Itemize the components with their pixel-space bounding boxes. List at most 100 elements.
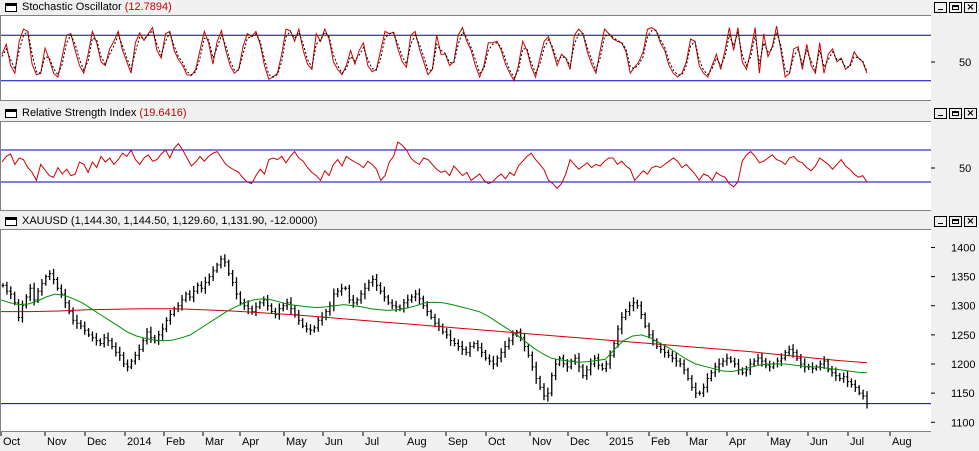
maximize-button[interactable] [949,2,962,13]
price-bar [114,342,118,357]
price-bar [52,268,56,285]
rsi-title: Relative Strength Index (19.6416) [22,107,187,119]
price-bar [320,312,324,326]
price-bar [838,372,842,382]
maximize-button[interactable] [949,108,962,119]
time-axis-svg: Oct Nov Dec 2014 Feb Mar Apr May Jun Jul Aug Sep Oct… [0,432,912,448]
price-bar [705,373,709,393]
price-bar [643,312,647,329]
rsi-value: (19.6416) [139,107,187,119]
price-y-tick-label: 1100 [951,417,975,429]
time-tick-label: Aug [407,436,427,448]
time-tick-label: 2015 [609,436,633,448]
maximize-button[interactable] [949,216,962,227]
time-tick-label: Nov [532,436,552,448]
price-bar [433,313,437,327]
time-tick-label: May [286,436,307,448]
price-bar [137,344,141,361]
price-bar [83,321,87,335]
price-bar [670,351,674,363]
time-tick-label: May [770,436,791,448]
price-fast-ma-line [0,293,868,374]
price-bar [756,353,760,366]
price-bar [297,309,301,325]
stochastic-titlebar: Stochastic Oscillator (12.7894) × [0,0,979,15]
price-bar [1,283,5,288]
price-bar [417,288,421,305]
price-bar [818,360,822,371]
price-bar [363,283,367,300]
price-bar [17,298,21,322]
price-title: XAUUSD (1,144.30, 1,144.50, 1,129.60, 1,… [22,215,317,227]
price-bar [663,344,667,358]
price-bar [865,391,869,409]
price-slow-ma-line [1,308,868,364]
rsi-plot-area[interactable] [0,121,932,211]
price-bar [694,382,698,399]
price-bar [180,295,184,311]
price-bar [414,289,418,302]
close-button[interactable]: × [964,108,977,119]
minimize-button[interactable] [934,108,947,119]
price-y-tick-label: 1400 [951,242,975,254]
price-bar [698,390,702,396]
price-bar [145,328,149,345]
price-bar [585,365,589,380]
price-bar [355,297,359,306]
price-bar [464,346,468,356]
price-bar [44,274,48,286]
price-bar [28,284,32,302]
time-tick-label: Oct [488,436,505,448]
price-bar [480,342,484,358]
price-bar [624,308,628,321]
minimize-button[interactable] [934,2,947,13]
price-bar [449,329,453,346]
price-bar [573,354,577,365]
price-bar [561,354,565,368]
price-bar [110,337,114,350]
time-tick-label: Apr [242,436,259,448]
stochastic-title: Stochastic Oscillator (12.7894) [22,1,172,13]
price-bar [842,372,846,383]
price-bar [13,291,17,306]
price-bar [538,375,542,391]
price-y-tick-label: 1150 [951,388,975,400]
price-bar [238,291,242,306]
price-bar [102,333,106,348]
price-bar [340,283,344,296]
price-bar [266,295,270,311]
price-bar [526,344,530,358]
price-bar [192,285,196,303]
price-y-axis: 1400 1350 1300 1250 1200 1150 1100 [931,229,979,432]
stochastic-main-line [1,25,868,83]
price-bar [48,270,52,281]
time-tick-label: Aug [892,436,912,448]
minimize-button[interactable] [934,216,947,227]
price-bar [176,302,180,313]
stochastic-y-axis-svg: 50 [931,57,971,69]
price-bar [690,375,694,391]
price-bar [63,288,67,309]
price-bar [503,340,507,358]
price-bar [157,330,161,345]
price-bar [554,359,558,381]
price-bar [604,360,608,373]
price-bar [791,344,795,358]
price-bar [293,305,297,318]
price-bar [725,353,729,366]
time-tick-label: Nov [47,436,67,448]
close-button[interactable]: × [964,2,977,13]
price-bar [312,325,316,333]
price-bar [55,277,59,291]
price-bar [460,340,464,356]
time-tick-label: Oct [3,436,20,448]
price-bar [106,332,110,346]
price-bar [702,383,706,397]
price-bar [546,387,550,402]
price-plot-area[interactable] [0,229,932,432]
price-bar [803,358,807,373]
stochastic-plot-area[interactable] [0,15,932,101]
price-bar [324,308,328,321]
price-bar [523,332,527,352]
close-button[interactable]: × [964,216,977,227]
